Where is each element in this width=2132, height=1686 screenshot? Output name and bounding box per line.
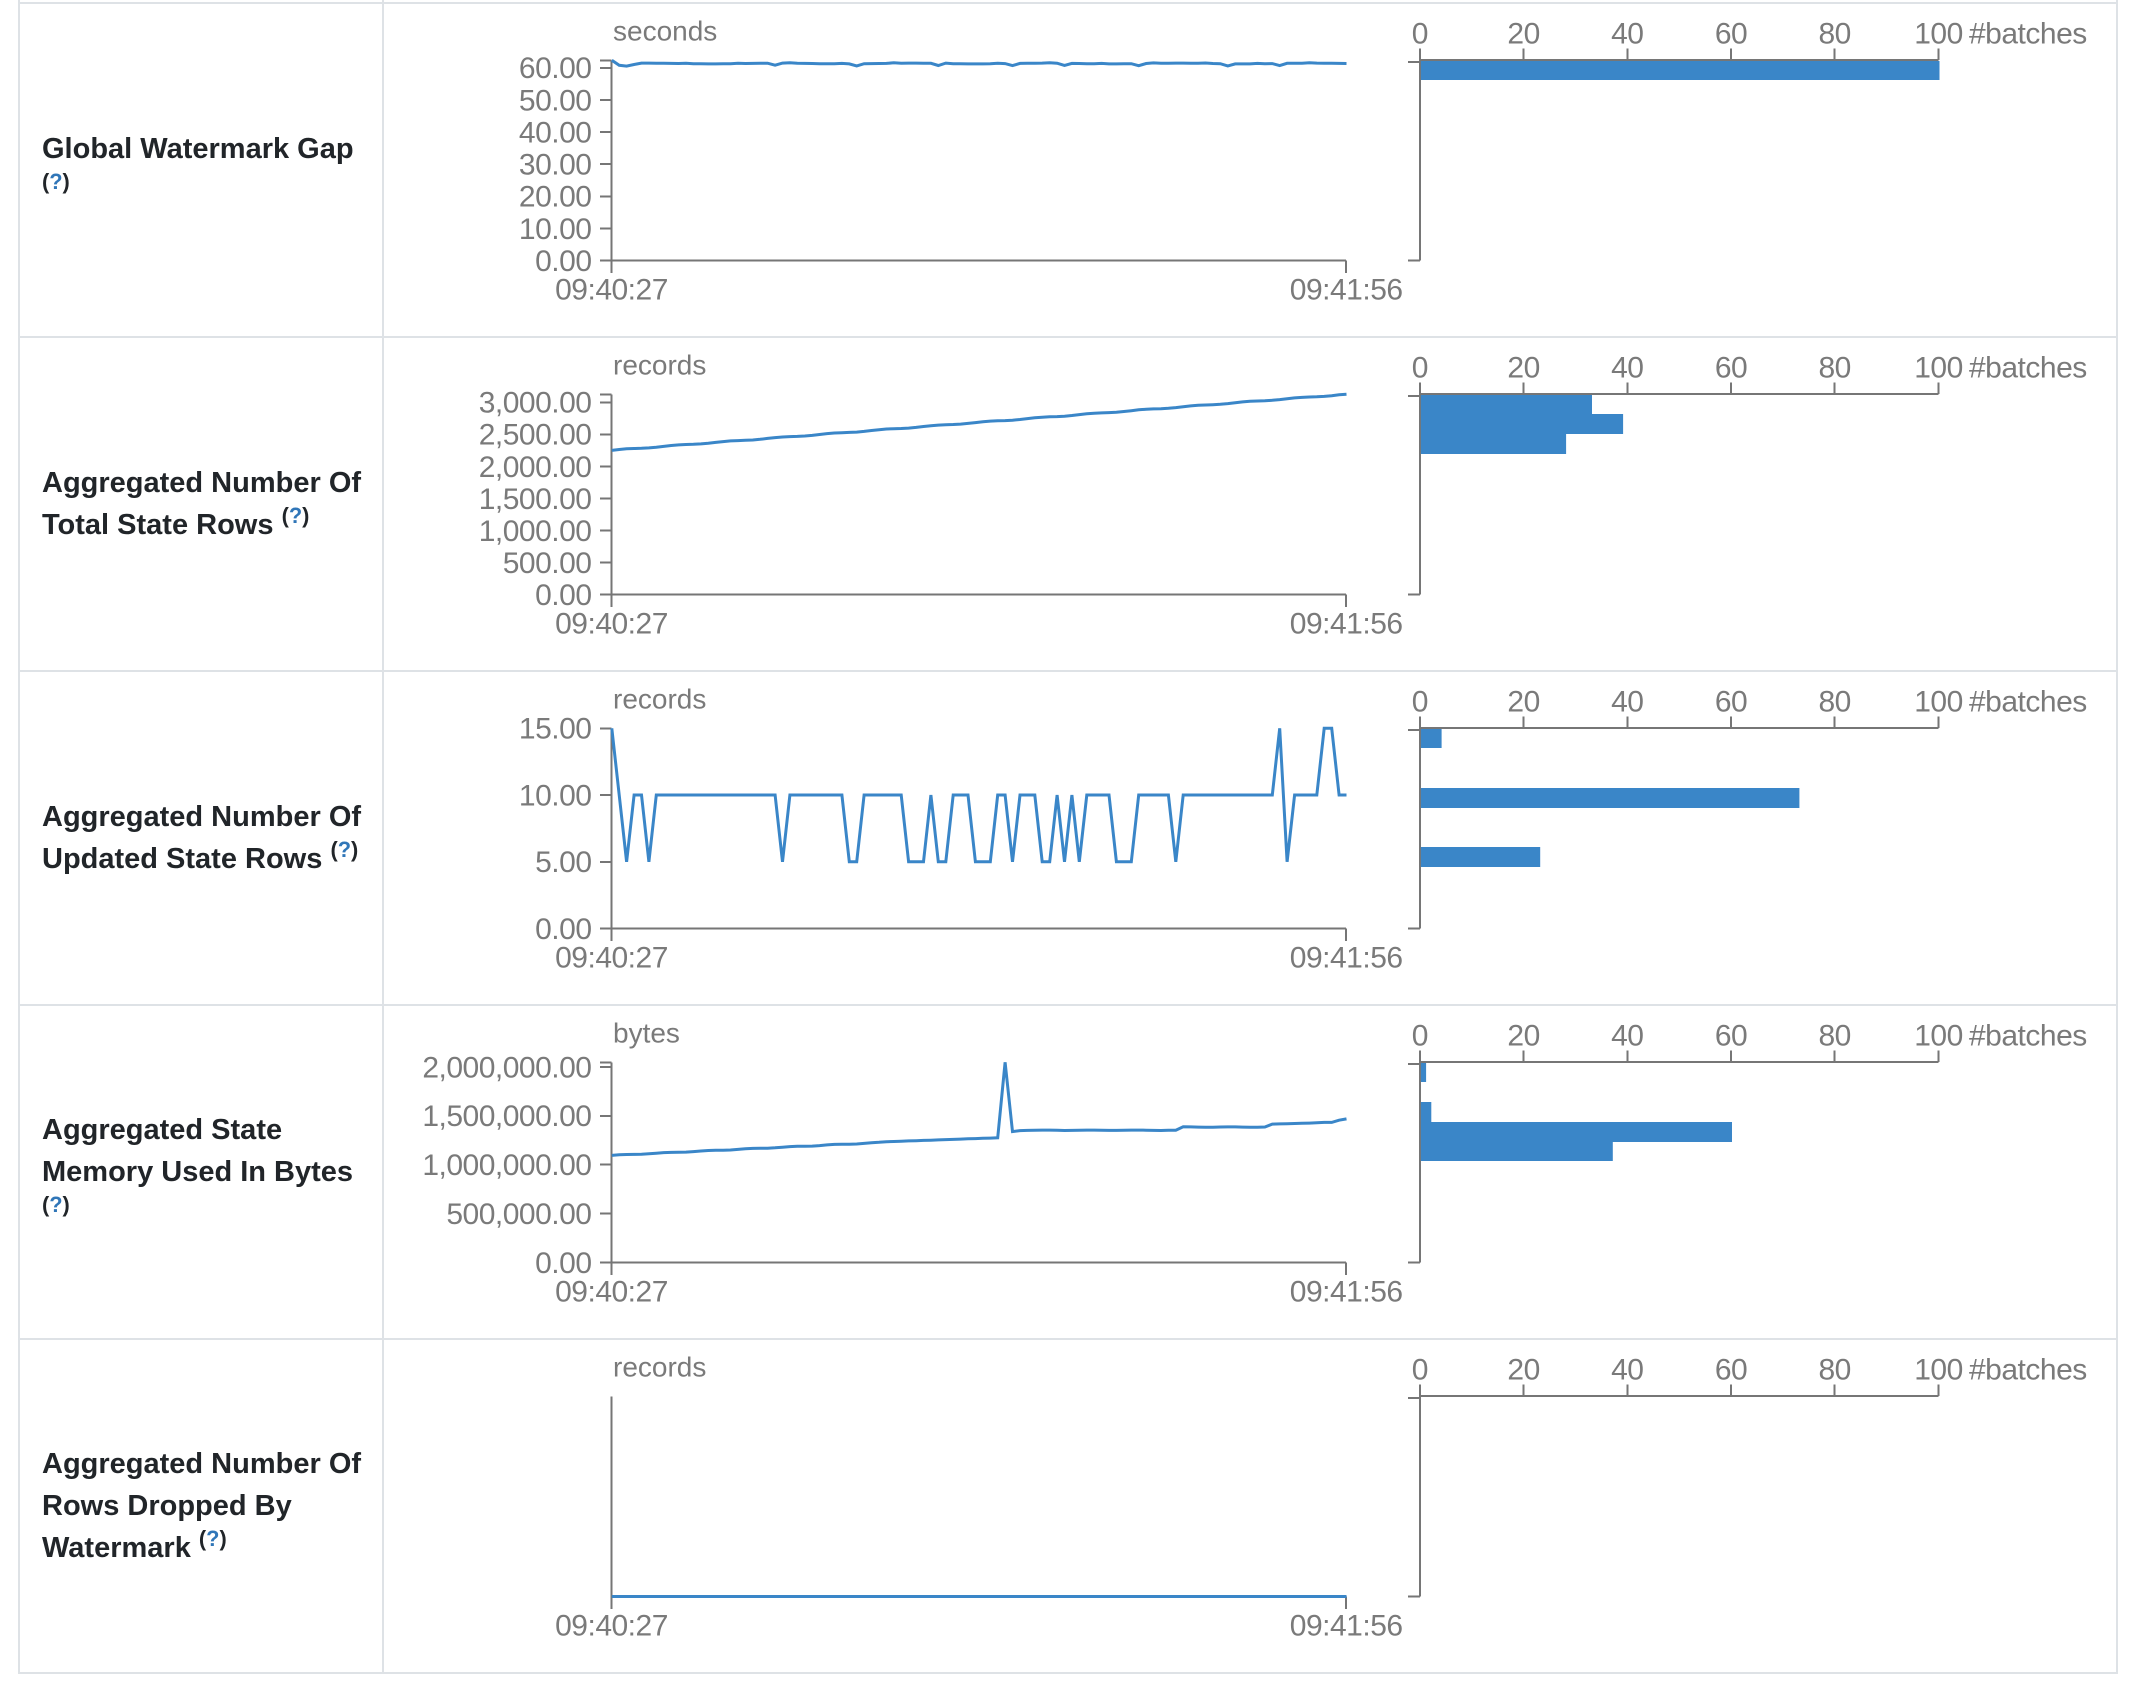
svg-text:3,000.00: 3,000.00 xyxy=(479,387,592,420)
svg-text:20: 20 xyxy=(1507,686,1539,719)
svg-text:40: 40 xyxy=(1611,686,1643,719)
svg-text:09:40:27: 09:40:27 xyxy=(555,1610,668,1643)
svg-text:09:40:27: 09:40:27 xyxy=(555,942,668,975)
svg-text:#batches: #batches xyxy=(1969,18,2087,51)
svg-text:100: 100 xyxy=(1914,686,1963,719)
svg-text:2,500.00: 2,500.00 xyxy=(479,419,592,452)
svg-text:0.00: 0.00 xyxy=(535,913,591,946)
svg-text:0.00: 0.00 xyxy=(535,1247,591,1280)
svg-text:2,000,000.00: 2,000,000.00 xyxy=(422,1051,591,1084)
svg-text:09:41:56: 09:41:56 xyxy=(1290,1276,1403,1309)
svg-text:09:41:56: 09:41:56 xyxy=(1290,1610,1403,1643)
svg-text:20.00: 20.00 xyxy=(519,181,592,214)
svg-text:100: 100 xyxy=(1914,1020,1963,1053)
svg-text:5.00: 5.00 xyxy=(535,846,591,879)
svg-text:09:40:27: 09:40:27 xyxy=(555,1276,668,1309)
svg-text:500,000.00: 500,000.00 xyxy=(446,1198,591,1231)
svg-text:80: 80 xyxy=(1819,1354,1851,1387)
svg-text:09:41:56: 09:41:56 xyxy=(1290,608,1403,641)
svg-text:60: 60 xyxy=(1715,686,1747,719)
svg-text:0.00: 0.00 xyxy=(535,245,591,278)
svg-text:80: 80 xyxy=(1819,18,1851,51)
svg-text:09:40:27: 09:40:27 xyxy=(555,274,668,307)
svg-text:1,000.00: 1,000.00 xyxy=(479,515,592,548)
svg-text:#batches: #batches xyxy=(1969,1354,2087,1387)
svg-text:10.00: 10.00 xyxy=(519,779,592,812)
svg-text:1,000,000.00: 1,000,000.00 xyxy=(422,1149,591,1182)
svg-text:0.00: 0.00 xyxy=(535,579,591,612)
svg-text:#batches: #batches xyxy=(1969,1020,2087,1053)
svg-text:0: 0 xyxy=(1412,1354,1428,1387)
svg-text:40: 40 xyxy=(1611,352,1643,385)
svg-text:80: 80 xyxy=(1819,686,1851,719)
svg-text:0: 0 xyxy=(1412,1020,1428,1053)
svg-text:40.00: 40.00 xyxy=(519,117,592,150)
svg-text:40: 40 xyxy=(1611,1354,1643,1387)
svg-text:09:40:27: 09:40:27 xyxy=(555,608,668,641)
svg-text:1,500.00: 1,500.00 xyxy=(479,483,592,516)
svg-text:80: 80 xyxy=(1819,352,1851,385)
svg-text:records: records xyxy=(613,350,706,381)
svg-text:60: 60 xyxy=(1715,352,1747,385)
svg-text:records: records xyxy=(613,684,706,715)
svg-text:100: 100 xyxy=(1914,352,1963,385)
svg-text:60: 60 xyxy=(1715,1020,1747,1053)
svg-text:bytes: bytes xyxy=(613,1018,680,1049)
svg-text:1,500,000.00: 1,500,000.00 xyxy=(422,1100,591,1133)
svg-text:2,000.00: 2,000.00 xyxy=(479,451,592,484)
svg-text:60: 60 xyxy=(1715,1354,1747,1387)
svg-text:#batches: #batches xyxy=(1969,686,2087,719)
svg-text:09:41:56: 09:41:56 xyxy=(1290,942,1403,975)
svg-text:40: 40 xyxy=(1611,1020,1643,1053)
svg-text:20: 20 xyxy=(1507,1020,1539,1053)
svg-text:0: 0 xyxy=(1412,686,1428,719)
svg-text:20: 20 xyxy=(1507,1354,1539,1387)
svg-text:50.00: 50.00 xyxy=(519,84,592,117)
svg-text:40: 40 xyxy=(1611,18,1643,51)
svg-text:80: 80 xyxy=(1819,1020,1851,1053)
svg-text:records: records xyxy=(613,1352,706,1383)
svg-text:30.00: 30.00 xyxy=(519,149,592,182)
svg-text:#batches: #batches xyxy=(1969,352,2087,385)
svg-text:10.00: 10.00 xyxy=(519,213,592,246)
svg-text:15.00: 15.00 xyxy=(519,713,592,746)
svg-text:0: 0 xyxy=(1412,18,1428,51)
svg-text:60.00: 60.00 xyxy=(519,52,592,85)
svg-text:09:41:56: 09:41:56 xyxy=(1290,274,1403,307)
svg-text:100: 100 xyxy=(1914,1354,1963,1387)
svg-text:20: 20 xyxy=(1507,18,1539,51)
svg-text:100: 100 xyxy=(1914,18,1963,51)
svg-text:seconds: seconds xyxy=(613,16,717,47)
svg-text:0: 0 xyxy=(1412,352,1428,385)
svg-text:60: 60 xyxy=(1715,18,1747,51)
svg-text:20: 20 xyxy=(1507,352,1539,385)
svg-text:500.00: 500.00 xyxy=(503,547,592,580)
